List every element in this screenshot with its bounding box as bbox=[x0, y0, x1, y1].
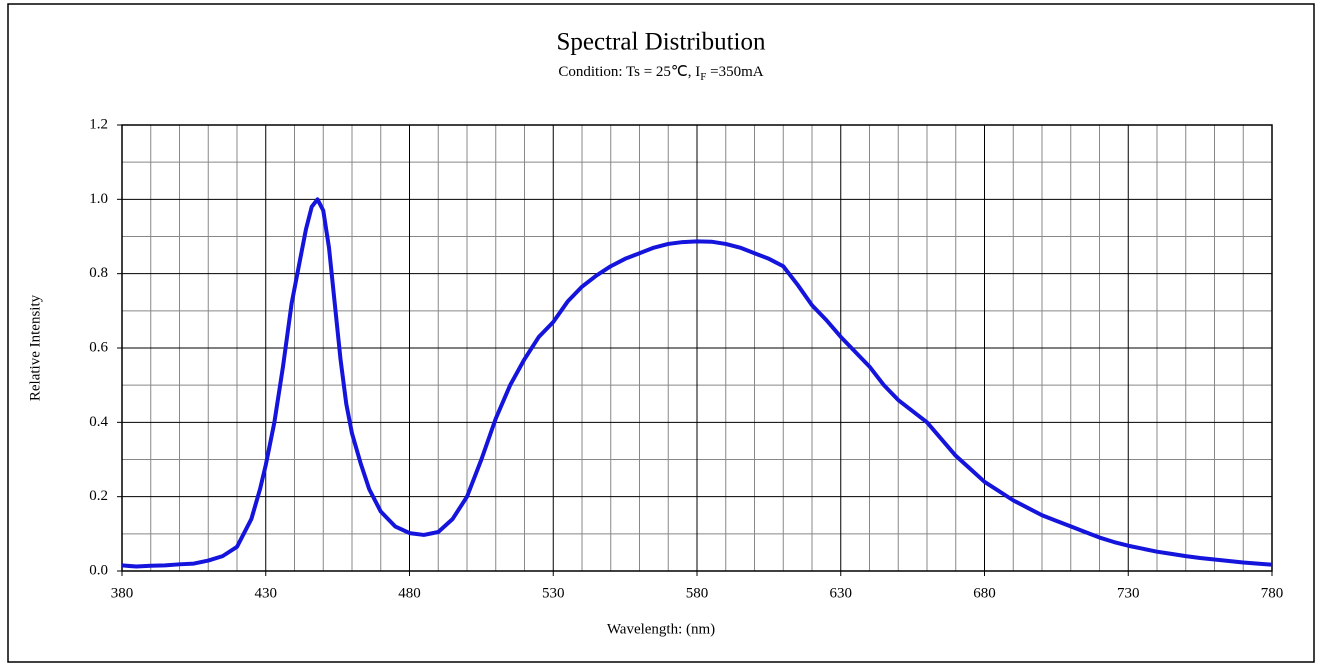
x-tick-label: 380 bbox=[111, 585, 134, 601]
y-tick-label: 0.6 bbox=[89, 339, 108, 355]
x-tick-label: 480 bbox=[398, 585, 421, 601]
x-tick-label: 630 bbox=[830, 585, 853, 601]
x-axis-label: Wavelength: (nm) bbox=[607, 621, 715, 637]
x-tick-label: 730 bbox=[1117, 585, 1140, 601]
x-tick-label: 580 bbox=[686, 585, 709, 601]
x-tick-label: 530 bbox=[542, 585, 565, 601]
y-tick-label: 1.0 bbox=[89, 191, 108, 207]
x-tick-label: 430 bbox=[255, 585, 278, 601]
data-line bbox=[121, 197, 1273, 569]
y-tick-label: 0.0 bbox=[89, 562, 108, 578]
y-tick-label: 0.2 bbox=[89, 488, 108, 504]
chart-subtitle: Condition: Ts = 25℃, IF =350mA bbox=[558, 64, 763, 82]
subtitle-part: Condition: Ts = 25℃, I bbox=[558, 64, 700, 80]
subtitle-subscript: F bbox=[700, 71, 706, 83]
y-tick-label: 1.2 bbox=[89, 116, 108, 132]
y-tick-label: 0.8 bbox=[89, 265, 108, 281]
x-tick-label: 680 bbox=[973, 585, 996, 601]
y-axis-label: Relative Intensity bbox=[27, 294, 43, 401]
x-tick-label: 780 bbox=[1261, 585, 1284, 601]
y-tick-label: 0.4 bbox=[89, 414, 108, 430]
plot-border bbox=[121, 124, 1273, 572]
chart-title: Spectral Distribution bbox=[557, 29, 766, 56]
subtitle-part: =350mA bbox=[706, 64, 763, 80]
